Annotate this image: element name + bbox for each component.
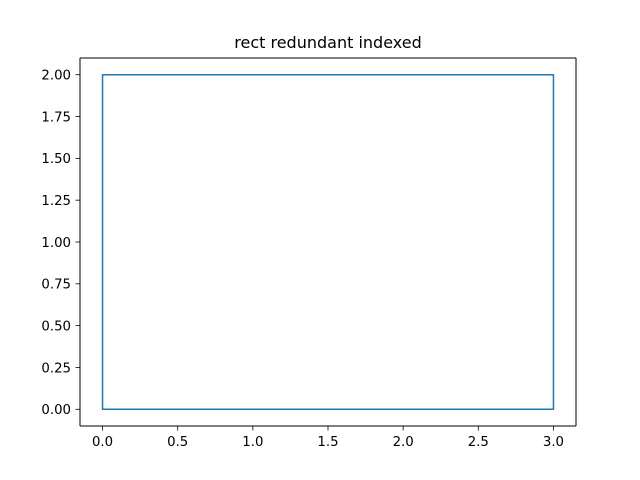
x-tick-label: 0.5: [167, 435, 188, 450]
x-tick-label: 1.0: [242, 435, 263, 450]
plot-background: [80, 58, 576, 426]
y-tick-label: 0.75: [41, 278, 71, 293]
x-tick-label: 3.0: [543, 435, 564, 450]
y-tick-label: 0.00: [41, 403, 71, 418]
y-tick-label: 1.75: [41, 110, 71, 125]
x-tick-label: 2.5: [468, 435, 489, 450]
y-tick-label: 1.50: [41, 152, 71, 167]
x-tick-label: 1.5: [317, 435, 338, 450]
series-layer: [101, 73, 555, 411]
y-tick-label: 0.50: [41, 319, 71, 334]
y-tick-label: 1.25: [41, 194, 71, 209]
y-tick-label: 2.00: [41, 69, 71, 84]
chart-title: rect redundant indexed: [234, 33, 421, 52]
y-tick-label: 0.25: [41, 361, 71, 376]
series-line-0: [101, 73, 555, 411]
plot-area: [80, 58, 576, 426]
x-tick-label: 0.0: [92, 435, 113, 450]
y-tick-label: 1.00: [41, 236, 71, 251]
x-tick-label: 2.0: [393, 435, 414, 450]
x-axis: 0.0 0.5 1.0 1.5 2.0 2.5 3.0: [92, 426, 564, 450]
y-axis: 0.00 0.25 0.50 0.75 1.00 1.25 1.50 1.75 2.00: [41, 69, 80, 418]
